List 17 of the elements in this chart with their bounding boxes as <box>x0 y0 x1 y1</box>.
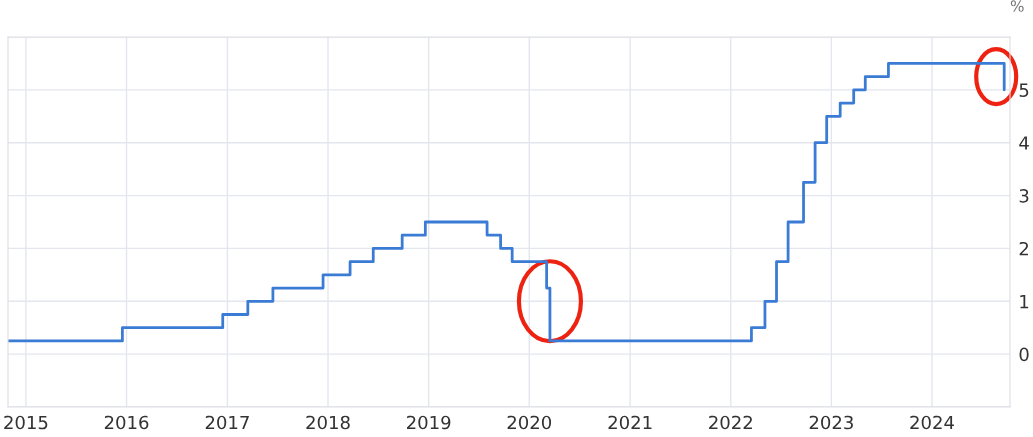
y-tick-label: 1 <box>1020 294 1029 309</box>
x-tick-label: 2019 <box>406 415 451 430</box>
y-axis-title: % <box>1010 0 1024 12</box>
y-tick-label: 2 <box>1019 241 1029 256</box>
x-tick-label: 2018 <box>306 415 350 430</box>
x-tick-label: 2015 <box>4 415 48 430</box>
x-tick-label: 2024 <box>910 415 954 430</box>
y-tick-label: 4 <box>1019 136 1029 150</box>
x-tick-label: 2021 <box>608 415 652 430</box>
x-tick-label: 2022 <box>709 415 752 430</box>
x-tick-label: 2017 <box>205 415 249 430</box>
x-tick-label: 2016 <box>104 415 149 430</box>
y-tick-label: 3 <box>1019 189 1029 203</box>
y-tick-label: 0 <box>1019 347 1029 362</box>
x-tick-label: 2023 <box>809 415 853 430</box>
y-tick-label: 5 <box>1019 83 1029 97</box>
x-tick-label: 2020 <box>507 415 552 430</box>
